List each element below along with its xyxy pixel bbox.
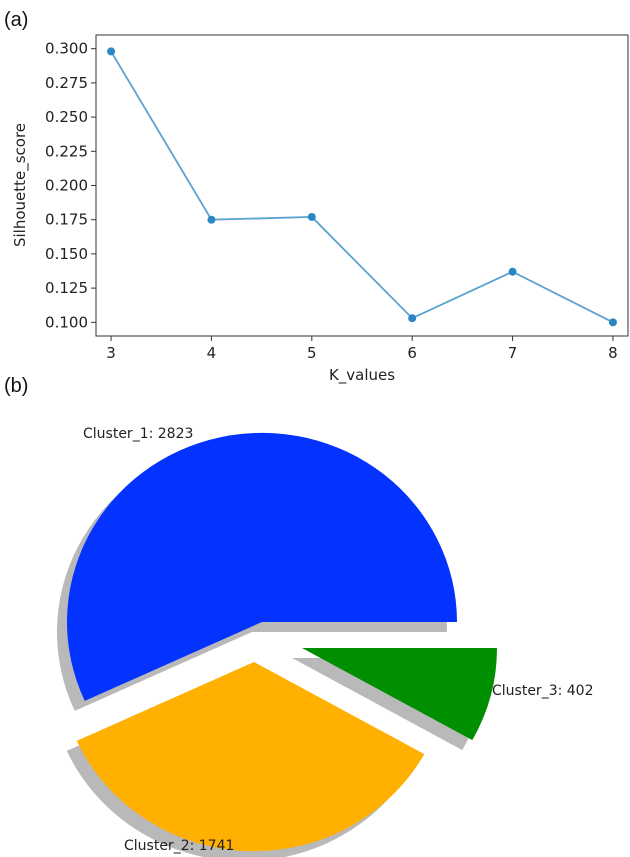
cluster-pie-chart: Cluster_1: 2823 Cluster_3: 402 Cluster_2… xyxy=(57,426,594,857)
panel-label-b: (b) xyxy=(4,375,28,397)
panel-label-a: (a) xyxy=(4,9,28,31)
y-tick-label: 0.175 xyxy=(45,211,88,229)
data-point xyxy=(107,47,116,56)
pie-label-cluster-3: Cluster_3: 402 xyxy=(492,683,594,699)
x-tick-label: 5 xyxy=(307,344,317,362)
x-tick-label: 4 xyxy=(207,344,217,362)
y-tick-label: 0.125 xyxy=(45,279,88,297)
line-chart-ticks: 3 4 5 6 7 8 0.100 0.125 0.150 0.175 0.200 0.225 0.25… xyxy=(45,40,618,362)
pie-slice xyxy=(67,432,457,701)
y-tick-label: 0.200 xyxy=(45,177,88,195)
pie-slice xyxy=(76,662,425,852)
silhouette-line-chart: 3 4 5 6 7 8 0.100 0.125 0.150 0.175 0.200 0.225 0.25… xyxy=(11,34,629,385)
data-point xyxy=(307,212,316,221)
x-tick-label: 8 xyxy=(608,344,618,362)
y-tick-label: 0.300 xyxy=(45,40,88,58)
y-tick-label: 0.275 xyxy=(45,74,88,92)
y-tick-label: 0.150 xyxy=(45,245,88,263)
pie-slices xyxy=(67,432,497,852)
y-tick-label: 0.225 xyxy=(45,142,88,160)
silhouette-series-line xyxy=(110,50,614,324)
y-axis-label: Silhouette_score xyxy=(11,123,30,247)
x-tick-label: 7 xyxy=(508,344,518,362)
pie-slice xyxy=(302,648,497,741)
y-tick-label: 0.250 xyxy=(45,108,88,126)
plot-frame xyxy=(95,34,629,337)
data-point xyxy=(408,314,417,323)
data-point xyxy=(508,267,517,276)
data-point xyxy=(207,215,216,224)
silhouette-series-points xyxy=(107,47,617,327)
x-tick-label: 6 xyxy=(407,344,417,362)
pie-label-cluster-2: Cluster_2: 1741 xyxy=(124,838,234,854)
y-tick-label: 0.100 xyxy=(45,313,88,331)
data-point xyxy=(608,318,617,327)
x-axis-label: K_values xyxy=(329,366,395,385)
pie-label-cluster-1: Cluster_1: 2823 xyxy=(83,426,193,442)
x-tick-label: 3 xyxy=(106,344,116,362)
